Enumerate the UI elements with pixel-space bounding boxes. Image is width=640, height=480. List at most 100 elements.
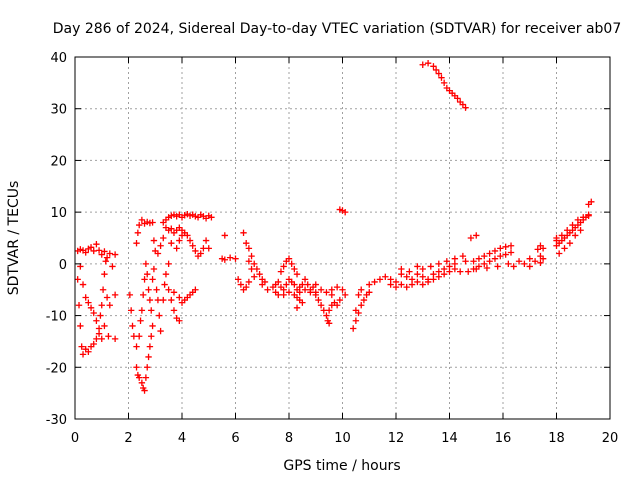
data-point (424, 60, 432, 67)
data-point (237, 281, 245, 288)
data-point (106, 250, 113, 257)
data-point (473, 232, 480, 239)
data-point (307, 289, 314, 296)
data-point (157, 242, 164, 249)
data-point (245, 278, 253, 286)
data-point (111, 335, 119, 343)
data-point (248, 265, 255, 273)
data-point (534, 246, 541, 253)
data-point (491, 255, 499, 262)
data-point (248, 252, 255, 260)
data-point (226, 254, 234, 261)
data-point (95, 330, 103, 337)
data-point (277, 268, 285, 275)
data-point (90, 247, 97, 255)
data-point (333, 302, 341, 309)
x-tick-label: 2 (124, 431, 132, 446)
data-point (352, 317, 360, 324)
data-point (168, 296, 175, 304)
x-tick-label: 16 (495, 431, 512, 446)
data-point (285, 255, 293, 262)
data-point (111, 291, 119, 299)
data-point (299, 281, 306, 288)
data-point (146, 296, 154, 304)
data-point (392, 283, 400, 291)
data-point (299, 299, 306, 306)
data-point (387, 281, 394, 288)
data-point (291, 281, 298, 288)
data-point (74, 276, 81, 283)
data-point (446, 263, 453, 270)
data-point (245, 245, 253, 252)
data-point (406, 268, 413, 275)
data-point (435, 70, 442, 77)
data-point (103, 254, 111, 261)
data-point (184, 232, 191, 239)
data-point (333, 283, 341, 291)
data-point (138, 307, 146, 314)
data-point (505, 260, 512, 268)
data-point (153, 286, 160, 293)
data-point (176, 237, 183, 244)
x-tick-label: 6 (231, 431, 239, 446)
y-tick-label: -10 (46, 310, 67, 325)
data-point (264, 286, 271, 293)
data-point (141, 387, 148, 394)
data-point (161, 281, 168, 288)
data-point (165, 260, 172, 268)
y-tick-label: 30 (50, 103, 67, 118)
data-point (154, 296, 162, 304)
x-tick-label: 0 (71, 431, 79, 446)
y-axis-label: SDTVAR / TECUs (6, 181, 22, 296)
data-point (82, 294, 89, 301)
data-point (251, 273, 258, 280)
data-point (136, 333, 143, 340)
data-point (569, 221, 576, 229)
data-point (98, 335, 105, 343)
data-point (142, 374, 150, 381)
data-point (502, 251, 509, 258)
x-axis-label: GPS time / hours (283, 458, 400, 474)
data-point (243, 239, 250, 247)
x-tick-label: 18 (548, 431, 565, 446)
data-point (414, 263, 421, 270)
data-point (259, 281, 266, 288)
data-point (150, 265, 158, 273)
data-point (205, 245, 212, 252)
data-point (419, 281, 426, 288)
data-point (160, 296, 167, 304)
data-point (275, 291, 282, 299)
data-point (93, 317, 100, 324)
data-point (502, 243, 509, 250)
x-tick-label: 14 (441, 431, 458, 446)
data-point (134, 229, 142, 237)
data-point (95, 247, 103, 254)
data-point (136, 221, 143, 229)
data-point (178, 232, 186, 239)
data-point (526, 263, 533, 270)
data-point (140, 291, 147, 299)
data-point (376, 276, 384, 283)
data-point (483, 264, 491, 272)
data-point (403, 283, 410, 291)
data-point (497, 245, 504, 252)
data-point (293, 304, 301, 312)
data-point (101, 248, 108, 255)
data-point (430, 63, 437, 70)
data-point (146, 343, 154, 350)
data-point (197, 250, 204, 257)
data-point (494, 263, 501, 270)
data-point (507, 249, 515, 256)
data-point (320, 307, 327, 314)
y-tick-label: -20 (46, 361, 67, 376)
data-point (470, 258, 477, 265)
data-point (475, 255, 483, 262)
data-points (74, 60, 595, 394)
data-point (323, 312, 330, 319)
data-point (440, 79, 448, 87)
x-tick-label: 12 (388, 431, 405, 446)
data-point (85, 348, 92, 355)
data-point (440, 265, 448, 273)
y-tick-label: -30 (46, 413, 67, 428)
data-point (481, 260, 488, 268)
